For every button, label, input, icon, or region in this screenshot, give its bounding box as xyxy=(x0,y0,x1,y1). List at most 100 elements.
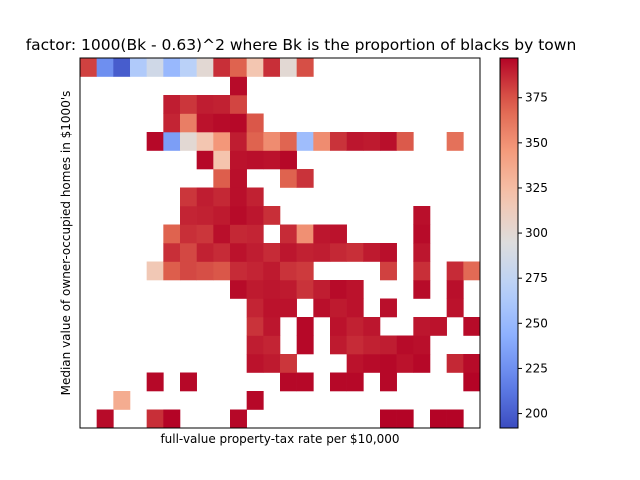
heatmap-cell xyxy=(396,354,414,373)
heatmap-cell xyxy=(163,224,181,244)
heatmap-cell xyxy=(230,95,247,114)
heatmap-cell xyxy=(230,261,247,281)
colorbar: 200 225 250 275 300 325 350 375 xyxy=(499,57,548,429)
heatmap-cell xyxy=(163,243,181,262)
heatmap-cell xyxy=(346,298,364,318)
heatmap-cell xyxy=(180,224,197,244)
heatmap-cell xyxy=(446,354,464,373)
heatmap-cell xyxy=(246,280,264,299)
heatmap-cell xyxy=(296,261,314,281)
heatmap-cell xyxy=(180,206,197,225)
heatmap-cell xyxy=(446,409,464,429)
heatmap-cell xyxy=(446,298,464,318)
heatmap-cell xyxy=(163,409,181,429)
heatmap-cell xyxy=(346,354,364,373)
heatmap-cell xyxy=(330,335,347,355)
heatmap-cell xyxy=(146,372,164,392)
heatmap-cell xyxy=(146,409,164,429)
heatmap-cell xyxy=(363,354,381,373)
heatmap-cell xyxy=(280,280,297,299)
heatmap-cell xyxy=(346,132,364,151)
heatmap-cell xyxy=(180,95,197,114)
heatmap-cell xyxy=(196,58,214,77)
heatmap-cell xyxy=(313,298,331,318)
heatmap-cell xyxy=(180,261,197,281)
heatmap-cell xyxy=(363,132,381,151)
heatmap-cell xyxy=(246,243,264,262)
heatmap-cell xyxy=(180,132,197,151)
heatmap-cell xyxy=(263,317,281,336)
heatmap-cell xyxy=(263,335,281,355)
heatmap-cell xyxy=(230,409,247,429)
heatmap-cell xyxy=(213,169,231,188)
heatmap-cell xyxy=(296,132,314,151)
heatmap-cell xyxy=(296,224,314,244)
heatmap-cell xyxy=(146,58,164,77)
heatmap-cell xyxy=(280,243,297,262)
heatmap-cell xyxy=(330,224,347,244)
heatmap-cell xyxy=(196,224,214,244)
heatmap-cell xyxy=(213,206,231,225)
heatmap-cell xyxy=(380,335,397,355)
heatmap-cell xyxy=(413,206,431,225)
heatmap-cell xyxy=(246,261,264,281)
heatmap-cell xyxy=(263,206,281,225)
colorbar-tick-label: 275 xyxy=(525,271,548,285)
heatmap-cell xyxy=(246,317,264,336)
heatmap-cell xyxy=(296,372,314,392)
heatmap-cell xyxy=(113,391,131,410)
heatmap-cell xyxy=(113,58,131,77)
heatmap-cell xyxy=(380,372,397,392)
heatmap-cell xyxy=(196,113,214,133)
heatmap-cell xyxy=(180,58,197,77)
heatmap-cell xyxy=(296,169,314,188)
heatmap-cell xyxy=(96,58,114,77)
heatmap-cell xyxy=(246,298,264,318)
heatmap-cell xyxy=(263,243,281,262)
heatmap-cell xyxy=(213,113,231,133)
heatmap-cell xyxy=(246,206,264,225)
heatmap-cell xyxy=(213,95,231,114)
colorbar-tick-label: 250 xyxy=(525,316,548,330)
heatmap-cell xyxy=(146,132,164,151)
heatmap-cell xyxy=(263,150,281,170)
heatmap-cell xyxy=(313,243,331,262)
colorbar-tick-label: 300 xyxy=(525,226,548,240)
heatmap-cell xyxy=(163,261,181,281)
heatmap-cell xyxy=(463,372,481,392)
heatmap-cell xyxy=(380,132,397,151)
heatmap-cell xyxy=(196,95,214,114)
heatmap-cell xyxy=(213,187,231,207)
heatmap-cell xyxy=(446,280,464,299)
heatmap-cell xyxy=(330,317,347,336)
heatmap-cell xyxy=(246,150,264,170)
heatmap-cell xyxy=(330,132,347,151)
heatmap-cell xyxy=(413,261,431,281)
colorbar-tick-label: 325 xyxy=(525,181,548,195)
heatmap-cell xyxy=(396,335,414,355)
heatmap-cell xyxy=(280,169,297,188)
heatmap-cell xyxy=(80,58,97,77)
colorbar-tick-label: 225 xyxy=(525,361,548,375)
heatmap-cell xyxy=(413,317,431,336)
heatmap-cell xyxy=(230,224,247,244)
heatmap-cell xyxy=(146,261,164,281)
x-axis-label: full-value property-tax rate per $10,000 xyxy=(160,432,399,446)
heatmap-cell xyxy=(463,317,481,336)
heatmap-cell xyxy=(280,261,297,281)
heatmap-cell xyxy=(363,317,381,336)
heatmap-cell xyxy=(163,58,181,77)
heatmap-cell xyxy=(313,224,331,244)
heatmap-cell xyxy=(363,243,381,262)
heatmap-cell xyxy=(380,354,397,373)
heatmap-cell xyxy=(213,261,231,281)
heatmap-cell xyxy=(446,132,464,151)
heatmap-cell xyxy=(180,187,197,207)
heatmap-cell xyxy=(280,150,297,170)
heatmap-cell xyxy=(196,187,214,207)
heatmap-cell xyxy=(196,132,214,151)
heatmap-cell xyxy=(246,58,264,77)
heatmap-cell xyxy=(230,243,247,262)
heatmap-cell xyxy=(180,372,197,392)
heatmap-cell xyxy=(213,58,231,77)
